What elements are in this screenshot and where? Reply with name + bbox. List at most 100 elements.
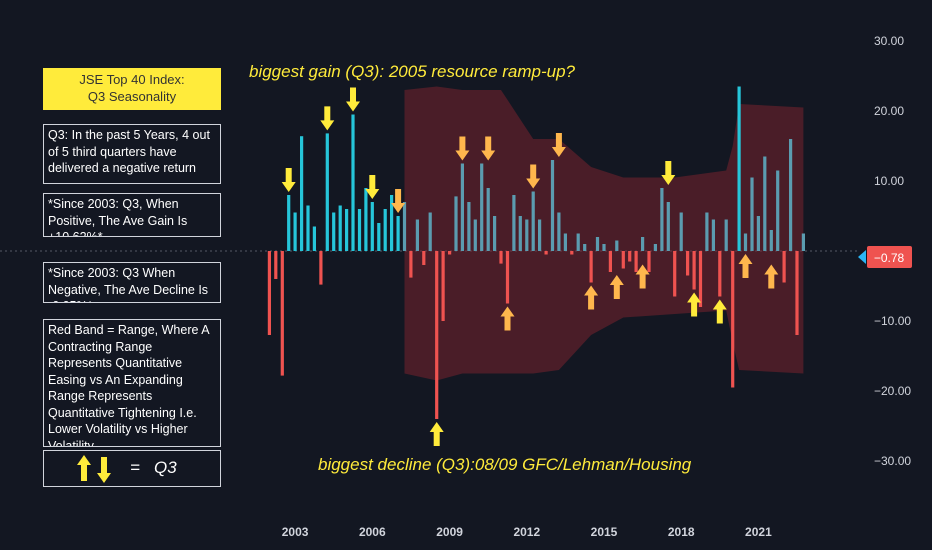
down-arrow-icon-2005-04 <box>346 87 360 112</box>
bar-2019-10 <box>724 219 728 251</box>
x-tick-label-2003: 2003 <box>282 525 309 539</box>
bar-2009-07 <box>460 163 464 251</box>
y-tick-label: −30.00 <box>874 454 911 468</box>
down-arrow-icon-2010-07 <box>481 136 496 161</box>
bar-2015-10 <box>621 251 625 269</box>
bar-2005-04 <box>351 114 355 251</box>
bar-2002-01 <box>267 251 271 335</box>
bar-2014-01 <box>576 233 580 251</box>
bar-2003-10 <box>312 226 316 251</box>
bar-2010-01 <box>473 219 477 251</box>
bar-2010-10 <box>493 216 497 251</box>
bar-2010-07 <box>486 188 490 251</box>
bar-2015-01 <box>602 244 606 251</box>
bar-2015-04 <box>608 251 612 272</box>
x-tick-label-2021: 2021 <box>745 525 772 539</box>
bar-2004-01 <box>319 251 323 285</box>
down-arrow-icon-2007-01 <box>391 189 406 213</box>
bar-2006-04 <box>377 223 381 251</box>
up-arrow-icon-2016-07 <box>635 264 650 289</box>
bar-2008-10 <box>441 251 445 321</box>
bar-2009-04 <box>454 196 458 251</box>
up-arrow-icon-2014-07 <box>584 285 599 310</box>
bar-2004-10 <box>338 205 342 251</box>
bar-2019-04 <box>711 219 715 251</box>
bar-2005-01 <box>345 209 349 251</box>
bar-2004-04 <box>325 133 329 251</box>
up-arrow-icon-2018-07 <box>687 292 702 317</box>
x-tick-label-2009: 2009 <box>436 525 463 539</box>
bar-2013-07 <box>563 233 567 251</box>
current-value-badge: −0.78 <box>858 246 912 268</box>
bar-2017-07 <box>666 202 670 251</box>
up-arrow-icon-2020-07 <box>738 254 753 278</box>
bar-2016-04 <box>634 251 638 272</box>
bar-2020-10 <box>750 177 754 251</box>
bar-2013-04 <box>557 212 561 251</box>
bar-2018-01 <box>679 212 683 251</box>
bar-2019-01 <box>705 212 709 251</box>
bar-2015-07 <box>615 240 619 251</box>
arrow-legend: = Q3 <box>43 450 221 487</box>
bar-2008-01 <box>422 251 426 265</box>
up-down-arrows-icon <box>77 455 111 483</box>
current-value-label: −0.78 <box>874 251 905 265</box>
bar-2020-01 <box>731 251 735 388</box>
bar-2002-07 <box>280 251 284 376</box>
bar-2004-07 <box>332 212 336 251</box>
legend-q3-label: Q3 <box>154 458 177 477</box>
bar-2007-04 <box>402 202 407 251</box>
bar-2017-10 <box>673 251 677 297</box>
bar-2011-07 <box>512 195 516 251</box>
bar-2007-01 <box>396 216 400 251</box>
bar-2003-04 <box>300 136 304 251</box>
down-arrow-icon-2006-01 <box>365 175 380 199</box>
bar-2003-01 <box>293 212 297 251</box>
x-tick-label-2006: 2006 <box>359 525 386 539</box>
bar-2014-04 <box>583 244 587 251</box>
bar-2011-04 <box>505 251 510 304</box>
y-tick-label: −20.00 <box>874 384 911 398</box>
current-value-marker-icon <box>858 250 866 264</box>
panel-title-line1: JSE Top 40 Index: <box>79 72 185 87</box>
note-ave-decline: *Since 2003: Q3 When Negative, The Ave D… <box>43 262 221 303</box>
annotation-biggest-decline: biggest decline (Q3):08/09 GFC/Lehman/Ho… <box>318 455 692 474</box>
bar-2012-10 <box>544 251 548 255</box>
range-band <box>404 86 804 381</box>
bar-2012-01 <box>525 219 529 251</box>
up-arrow-icon-2011-04 <box>500 306 515 331</box>
down-arrow-icon-2009-07 <box>455 136 470 161</box>
bar-2005-10 <box>364 188 368 251</box>
y-tick-label: −10.00 <box>874 314 911 328</box>
bar-2010-04 <box>480 163 484 251</box>
x-tick-label-2012: 2012 <box>513 525 540 539</box>
bar-2006-07 <box>383 209 387 251</box>
bar-2006-10 <box>390 195 394 251</box>
bar-2018-10 <box>698 251 703 307</box>
y-tick-label: 30.00 <box>874 34 904 48</box>
bar-2008-07 <box>435 251 439 419</box>
bar-2007-10 <box>415 219 419 251</box>
bar-2014-10 <box>595 237 600 251</box>
bar-2016-01 <box>628 251 632 262</box>
bar-2021-04 <box>763 156 767 251</box>
bar-2008-04 <box>428 212 432 251</box>
up-arrow-icon-2019-07 <box>712 299 727 324</box>
x-tick-label-2015: 2015 <box>591 525 618 539</box>
bar-2021-01 <box>756 216 760 251</box>
bar-2012-07 <box>538 219 542 251</box>
x-axis: 2003 2006 2009 2012 2015 2018 2021 <box>282 525 772 539</box>
y-axis: 30.00 20.00 10.00 −10.00 −20.00 −30.00 <box>874 34 911 468</box>
note-five-years: Q3: In the past 5 Years, 4 out of 5 thir… <box>43 124 221 184</box>
bar-2011-10 <box>518 216 522 251</box>
bar-2007-07 <box>409 251 413 278</box>
bar-2013-10 <box>570 251 574 255</box>
note-ave-gain: *Since 2003: Q3, When Positive, The Ave … <box>43 193 221 237</box>
down-arrow-icon-2013-04 <box>551 133 566 157</box>
up-arrow-icon-2021-07 <box>764 264 779 289</box>
bar-2022-10 <box>801 233 805 251</box>
bar-2021-10 <box>776 170 780 251</box>
bar-2019-07 <box>718 251 722 297</box>
bar-2021-07 <box>769 230 773 251</box>
